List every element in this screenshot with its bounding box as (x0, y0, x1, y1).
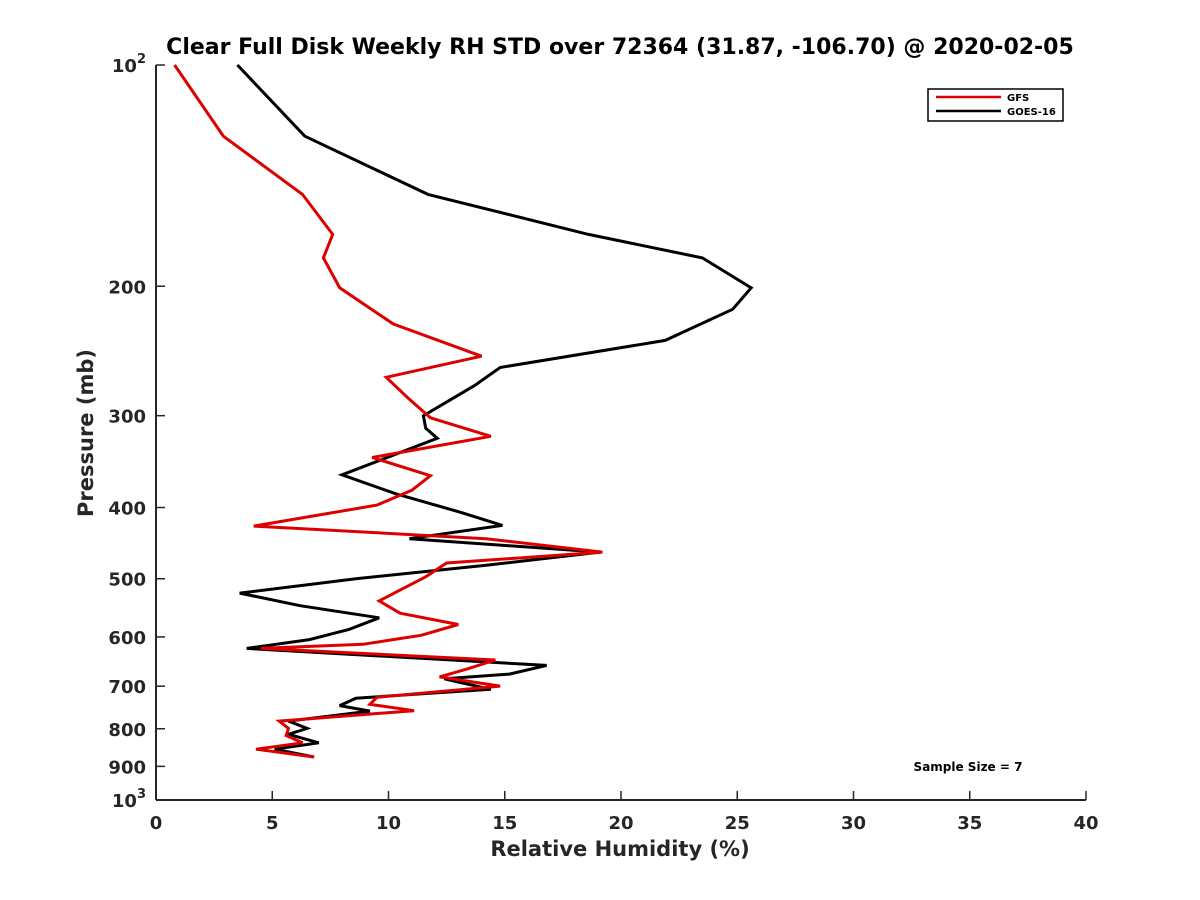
x-tick-label: 0 (150, 813, 163, 834)
sample-size-annotation: Sample Size = 7 (914, 760, 1023, 774)
y-tick-label: 400 (108, 499, 146, 520)
y-tick-label: 500 (108, 570, 146, 591)
x-tick-label: 10 (376, 813, 401, 834)
y-tick-label: 700 (108, 677, 146, 698)
y-tick-label: 800 (108, 720, 146, 741)
legend-label-goes16: GOES-16 (1007, 107, 1056, 118)
tick-layer: 0 5 10 15 20 25 30 35 40 102 200 300 400 500 600 700 800… (108, 52, 1098, 834)
y-tick-label: 600 (108, 628, 146, 649)
y-axis-label: Pressure (mb) (74, 349, 98, 517)
y-tick-label: 103 (112, 787, 146, 812)
x-tick-label: 20 (608, 813, 633, 834)
y-tick-label: 300 (108, 407, 146, 428)
legend: GFS GOES-16 (927, 88, 1064, 122)
x-axis-label: Relative Humidity (%) (490, 837, 749, 861)
x-tick-label: 30 (841, 813, 866, 834)
chart-title: Clear Full Disk Weekly RH STD over 72364… (166, 35, 1074, 60)
legend-box (927, 88, 1064, 122)
x-tick-label: 15 (492, 813, 517, 834)
x-tick-label: 40 (1073, 813, 1098, 834)
x-tick-label: 35 (957, 813, 982, 834)
y-tick-label: 900 (108, 757, 146, 778)
series-line-goes16 (236, 63, 754, 759)
x-tick-label: 25 (725, 813, 750, 834)
x-tick-label: 5 (266, 813, 279, 834)
y-tick-label: 102 (112, 52, 146, 77)
legend-label-gfs: GFS (1007, 93, 1029, 104)
y-tick-label: 200 (108, 277, 146, 298)
series-layer (173, 63, 754, 759)
series-line-gfs (173, 64, 603, 759)
axes-layer (155, 65, 1086, 801)
